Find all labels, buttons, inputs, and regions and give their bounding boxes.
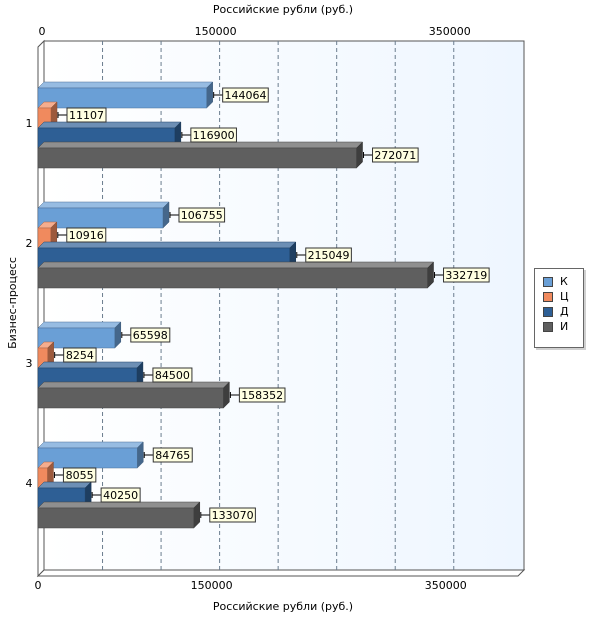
data-label-box <box>63 347 97 363</box>
x-tick-label-bottom: 150000 <box>191 579 233 592</box>
data-label: 332719 <box>445 269 487 282</box>
legend-label: И <box>560 320 569 333</box>
bar-3-0 <box>37 441 144 469</box>
bar-top-face <box>37 201 170 209</box>
data-label: 106755 <box>181 209 223 222</box>
bar-front-face <box>37 87 207 109</box>
bar-top-face <box>37 441 144 449</box>
bar-top-face <box>37 241 297 249</box>
category-label: 1 <box>26 117 33 130</box>
bar-3-1 <box>37 461 55 489</box>
data-label-box <box>100 487 141 503</box>
data-label: 272071 <box>374 149 416 162</box>
legend-swatch <box>543 276 553 287</box>
data-label: 40250 <box>103 489 138 502</box>
data-label: 10916 <box>69 229 104 242</box>
data-label-box <box>178 207 226 223</box>
bar-2-0 <box>37 321 122 349</box>
x-tick-label-top: 350000 <box>429 25 471 38</box>
data-label: 84765 <box>155 449 190 462</box>
data-label: 133070 <box>212 509 254 522</box>
bar-top-face <box>37 81 214 89</box>
bar-top-face <box>37 321 122 329</box>
legend-swatch <box>543 306 553 317</box>
x-tick-label-bottom: 0 <box>35 579 42 592</box>
bar-front-face <box>37 387 224 409</box>
plot-floor <box>36 569 526 577</box>
category-label: 2 <box>26 237 33 250</box>
legend-item: И <box>543 319 583 334</box>
bar-1-1 <box>37 221 58 249</box>
bar-1-0 <box>37 201 170 229</box>
data-label-box <box>305 247 352 263</box>
data-label: 158352 <box>241 389 283 402</box>
bar-3-3 <box>37 501 201 529</box>
bar-front-face <box>37 507 195 529</box>
data-label-box <box>238 387 286 403</box>
data-label: 65598 <box>133 329 168 342</box>
data-label: 116900 <box>193 129 235 142</box>
data-label-box <box>372 147 419 163</box>
data-label-box <box>66 227 107 243</box>
x-tick-label-top: 0 <box>39 25 46 38</box>
data-label-box <box>443 267 490 283</box>
bar-top-face <box>37 481 92 489</box>
data-label-box <box>66 107 107 123</box>
bar-top-face <box>37 381 230 389</box>
bar-front-face <box>37 147 357 169</box>
bar-2-1 <box>37 341 55 369</box>
data-label-box <box>62 467 97 483</box>
bar-1-3 <box>37 261 435 289</box>
x-tick-label-top: 150000 <box>195 25 237 38</box>
legend-swatch <box>543 321 553 332</box>
bar-2-3 <box>37 381 230 409</box>
data-label-box <box>130 327 171 343</box>
data-label: 144064 <box>224 89 266 102</box>
legend-label: Ц <box>560 290 569 303</box>
bar-top-face <box>37 261 435 269</box>
data-label: 11107 <box>69 109 104 122</box>
data-label-box <box>152 447 193 463</box>
x-tick-label-bottom: 350000 <box>425 579 467 592</box>
bar-0-0 <box>37 81 214 109</box>
x-axis-title-top: Российские рубли (руб.) <box>213 3 353 16</box>
legend-item: Д <box>543 304 583 319</box>
data-label: 84500 <box>155 369 190 382</box>
data-label-box <box>190 127 237 143</box>
bar-front-face <box>37 267 428 289</box>
bar-0-3 <box>37 141 364 169</box>
legend-swatch <box>543 291 553 302</box>
y-axis-title: Бизнес-процесс <box>6 257 19 349</box>
data-label: 8254 <box>66 349 94 362</box>
data-label-box <box>209 507 256 523</box>
category-label: 4 <box>26 477 33 490</box>
data-label: 8055 <box>66 469 94 482</box>
x-axis-title-bottom: Российские рубли (руб.) <box>213 600 353 613</box>
bar-top-face <box>37 361 144 369</box>
bar-top-face <box>37 121 182 129</box>
data-label-box <box>152 367 193 383</box>
bar-top-face <box>37 141 364 149</box>
data-label: 215049 <box>308 249 350 262</box>
category-label: 3 <box>26 357 33 370</box>
legend-label: К <box>560 275 568 288</box>
legend-item: Ц <box>543 289 583 304</box>
bar-top-face <box>37 501 201 509</box>
data-label-box <box>222 87 269 103</box>
legend-item: К <box>543 274 583 289</box>
legend-label: Д <box>560 305 569 318</box>
